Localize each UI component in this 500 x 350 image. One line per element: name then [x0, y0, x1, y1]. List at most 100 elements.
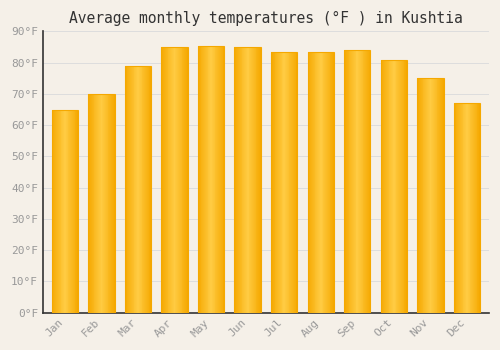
- Bar: [142, 66, 144, 313]
- Bar: [394, 60, 396, 313]
- Bar: [359, 50, 360, 313]
- Bar: [319, 52, 320, 313]
- Bar: [333, 52, 334, 313]
- Bar: [308, 52, 334, 313]
- Bar: [260, 47, 261, 313]
- Bar: [58, 110, 59, 313]
- Title: Average monthly temperatures (°F ) in Kushtia: Average monthly temperatures (°F ) in Ku…: [69, 11, 463, 26]
- Bar: [422, 78, 424, 313]
- Bar: [103, 94, 104, 313]
- Bar: [478, 103, 479, 313]
- Bar: [138, 66, 139, 313]
- Bar: [284, 52, 285, 313]
- Bar: [245, 47, 246, 313]
- Bar: [113, 94, 114, 313]
- Bar: [137, 66, 138, 313]
- Bar: [294, 52, 296, 313]
- Bar: [362, 50, 364, 313]
- Bar: [311, 52, 312, 313]
- Bar: [162, 47, 163, 313]
- Bar: [128, 66, 129, 313]
- Bar: [325, 52, 326, 313]
- Bar: [438, 78, 439, 313]
- Bar: [250, 47, 251, 313]
- Bar: [272, 52, 273, 313]
- Bar: [285, 52, 286, 313]
- Bar: [406, 60, 407, 313]
- Bar: [328, 52, 330, 313]
- Bar: [427, 78, 428, 313]
- Bar: [430, 78, 432, 313]
- Bar: [139, 66, 140, 313]
- Bar: [418, 78, 419, 313]
- Bar: [356, 50, 358, 313]
- Bar: [312, 52, 313, 313]
- Bar: [208, 46, 210, 313]
- Bar: [392, 60, 393, 313]
- Bar: [345, 50, 346, 313]
- Bar: [440, 78, 441, 313]
- Bar: [458, 103, 459, 313]
- Bar: [64, 110, 65, 313]
- Bar: [213, 46, 214, 313]
- Bar: [112, 94, 113, 313]
- Bar: [240, 47, 242, 313]
- Bar: [170, 47, 171, 313]
- Bar: [368, 50, 370, 313]
- Bar: [360, 50, 361, 313]
- Bar: [391, 60, 392, 313]
- Bar: [68, 110, 70, 313]
- Bar: [52, 110, 54, 313]
- Bar: [206, 46, 208, 313]
- Bar: [238, 47, 239, 313]
- Bar: [72, 110, 73, 313]
- Bar: [287, 52, 288, 313]
- Bar: [104, 94, 105, 313]
- Bar: [425, 78, 426, 313]
- Bar: [314, 52, 316, 313]
- Bar: [475, 103, 476, 313]
- Bar: [351, 50, 352, 313]
- Bar: [322, 52, 324, 313]
- Bar: [313, 52, 314, 313]
- Bar: [258, 47, 259, 313]
- Bar: [77, 110, 78, 313]
- Bar: [310, 52, 311, 313]
- Bar: [308, 52, 310, 313]
- Bar: [388, 60, 390, 313]
- Bar: [473, 103, 474, 313]
- Bar: [248, 47, 250, 313]
- Bar: [435, 78, 436, 313]
- Bar: [125, 66, 151, 313]
- Bar: [97, 94, 98, 313]
- Bar: [472, 103, 473, 313]
- Bar: [384, 60, 385, 313]
- Bar: [274, 52, 276, 313]
- Bar: [63, 110, 64, 313]
- Bar: [147, 66, 148, 313]
- Bar: [94, 94, 96, 313]
- Bar: [280, 52, 281, 313]
- Bar: [234, 47, 261, 313]
- Bar: [198, 46, 199, 313]
- Bar: [433, 78, 434, 313]
- Bar: [219, 46, 220, 313]
- Bar: [441, 78, 442, 313]
- Bar: [237, 47, 238, 313]
- Bar: [366, 50, 367, 313]
- Bar: [399, 60, 400, 313]
- Bar: [178, 47, 179, 313]
- Bar: [165, 47, 166, 313]
- Bar: [380, 60, 382, 313]
- Bar: [203, 46, 204, 313]
- Bar: [247, 47, 248, 313]
- Bar: [256, 47, 258, 313]
- Bar: [71, 110, 72, 313]
- Bar: [96, 94, 97, 313]
- Bar: [380, 60, 407, 313]
- Bar: [221, 46, 222, 313]
- Bar: [419, 78, 420, 313]
- Bar: [432, 78, 433, 313]
- Bar: [320, 52, 321, 313]
- Bar: [222, 46, 224, 313]
